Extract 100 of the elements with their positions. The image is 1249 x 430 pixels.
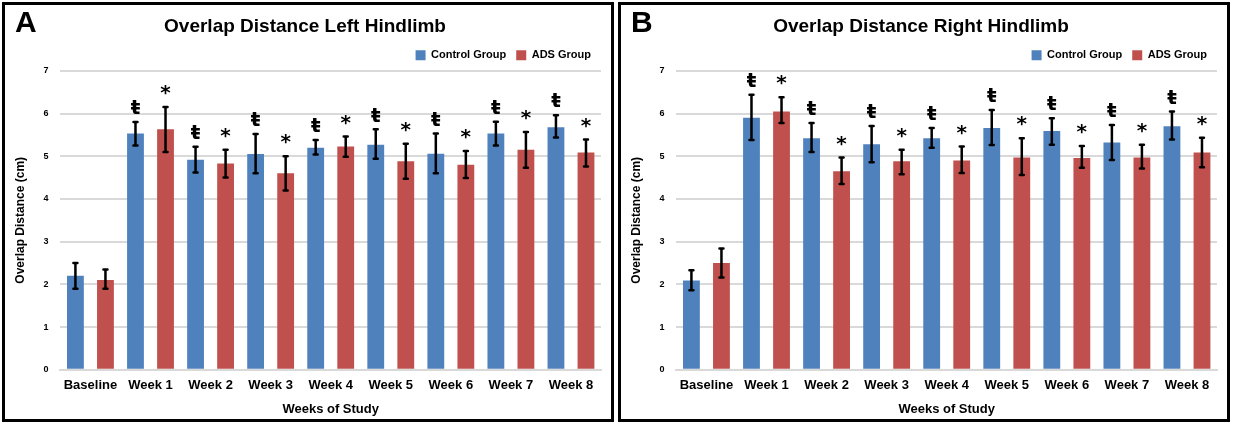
y-tick-label: 2 [43, 278, 49, 289]
data-label: ŧ [130, 95, 141, 120]
data-label: * [220, 123, 232, 148]
data-label: ŧ [1107, 98, 1118, 123]
y-tick-label: 4 [659, 193, 665, 204]
bar [713, 263, 730, 369]
bar [983, 128, 1001, 369]
y-tick-label: 6 [659, 108, 665, 118]
data-label: ŧ [806, 96, 817, 121]
data-label: ŧ [1167, 84, 1178, 109]
bar [67, 275, 84, 369]
data-label: * [400, 117, 412, 142]
y-tick-label: 5 [43, 150, 49, 161]
text: B [631, 5, 653, 39]
x-axis-title: Weeks of Study [282, 400, 380, 416]
y-axis-title: Overlap Distance (cm) [12, 156, 27, 284]
data-label: * [460, 124, 472, 149]
bar [773, 111, 790, 369]
data-label: ŧ [190, 120, 201, 145]
bar [1073, 157, 1091, 369]
data-label: * [520, 105, 532, 130]
legend-label: Control Group [1047, 48, 1123, 61]
data-label: * [1136, 117, 1148, 142]
x-tick-label: Week 6 [428, 377, 474, 393]
data-label: ŧ [926, 101, 937, 126]
bar [893, 161, 911, 369]
x-tick-label: Week 6 [1044, 377, 1090, 393]
bar [803, 138, 820, 369]
bar [1043, 131, 1061, 369]
bar [743, 117, 760, 369]
data-label: * [1076, 119, 1088, 144]
y-tick-label: 3 [43, 236, 49, 247]
data-label: ŧ [1047, 91, 1058, 116]
y-tick-label: 5 [659, 150, 665, 161]
data-label: ŧ [310, 113, 321, 138]
data-label: ŧ [746, 67, 757, 92]
y-tick-label: 1 [43, 321, 49, 332]
x-tick-label: Week 4 [924, 377, 970, 393]
x-tick-label: Week 3 [864, 377, 909, 393]
data-label: ŧ [491, 94, 502, 119]
data-label: * [280, 129, 292, 154]
x-tick-label: Week 5 [368, 377, 414, 393]
bar [487, 133, 505, 369]
x-tick-label: Week 4 [308, 377, 354, 393]
bar [157, 129, 174, 369]
x-tick-label: Baseline [63, 377, 118, 393]
bar [1163, 126, 1181, 369]
legend-label: ADS Group [531, 48, 592, 61]
bar [217, 163, 234, 369]
x-tick-label: Week 1 [128, 377, 173, 393]
bar [923, 138, 941, 369]
data-label: * [1016, 111, 1028, 136]
data-label: ŧ [250, 107, 261, 132]
bar [187, 159, 204, 369]
legend-label: ADS Group [1147, 48, 1208, 61]
chart-title: Overlap Distance Left Hindlimb [164, 14, 446, 36]
x-tick-label: Baseline [679, 377, 734, 393]
x-tick-label: Week 7 [1104, 377, 1150, 393]
data-label: * [956, 119, 968, 144]
text: A [15, 5, 37, 39]
y-tick-label: 7 [43, 65, 49, 76]
y-tick-label: 6 [43, 108, 49, 118]
bar [517, 149, 535, 369]
bar [277, 173, 295, 369]
x-tick-label: Week 8 [548, 377, 594, 393]
bar [397, 161, 415, 369]
bar [833, 171, 850, 369]
data-label: ŧ [986, 83, 997, 108]
y-axis-title: Overlap Distance (cm) [628, 156, 643, 284]
data-label: * [160, 80, 172, 105]
bar [577, 152, 595, 369]
data-label: * [1196, 111, 1208, 136]
bar [247, 154, 265, 369]
data-label: ŧ [551, 88, 562, 113]
bar [307, 147, 325, 369]
bar [863, 144, 881, 369]
bar [367, 144, 385, 369]
data-label: * [896, 123, 908, 148]
data-label: * [340, 109, 352, 134]
bar [953, 160, 971, 369]
bar [1133, 157, 1151, 369]
data-label: ŧ [866, 99, 877, 124]
y-tick-label: 2 [659, 278, 665, 289]
bar [427, 153, 445, 369]
data-label: ŧ [431, 106, 442, 131]
bar [97, 280, 114, 369]
bar [337, 146, 355, 369]
y-tick-label: 0 [43, 364, 49, 375]
x-tick-label: Week 2 [188, 377, 233, 393]
x-tick-label: Week 7 [488, 377, 534, 393]
x-tick-label: Week 5 [984, 377, 1030, 393]
bar [457, 164, 475, 369]
data-label: * [836, 130, 848, 155]
y-tick-label: 4 [43, 193, 49, 204]
bar [683, 280, 700, 369]
y-tick-label: 3 [659, 236, 665, 247]
x-tick-label: Week 2 [804, 377, 849, 393]
bar [1103, 142, 1121, 369]
y-tick-label: 7 [659, 65, 665, 76]
data-label: ŧ [370, 102, 381, 127]
